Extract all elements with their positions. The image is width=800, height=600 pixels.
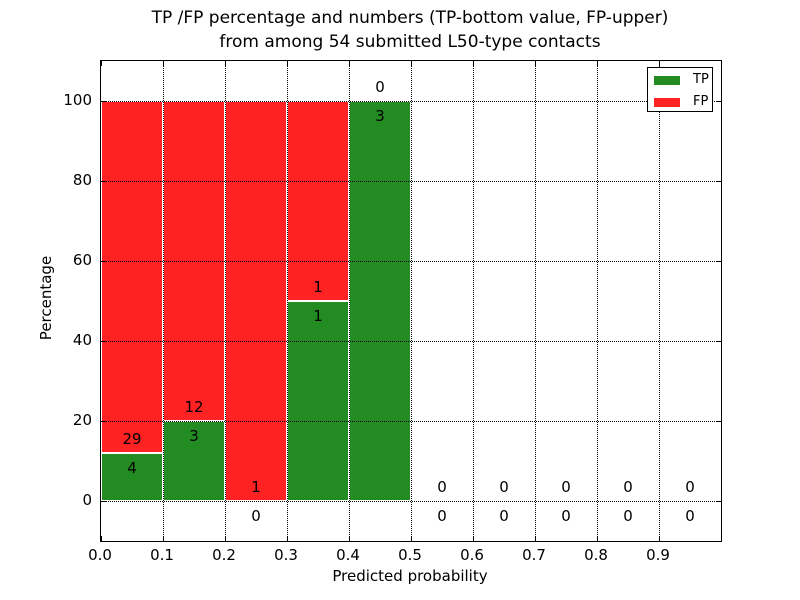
x-tick-0.9-top	[658, 61, 660, 66]
bar-tp-0.0-0.1	[101, 452, 163, 501]
x-tick-label-0.1: 0.1	[150, 546, 174, 564]
y-tick-label-60: 60	[72, 251, 92, 269]
gridline-x-0.6	[472, 61, 474, 541]
x-tick-label-0.4: 0.4	[336, 546, 360, 564]
fp-count-label-0.2-0.3: 1	[251, 478, 261, 496]
fp-count-label-0.6-0.7: 0	[499, 478, 509, 496]
gridline-x-0.8	[596, 61, 598, 541]
x-tick-0.9-bottom	[658, 536, 660, 541]
bar-count-labels-layer: 29 4 12 3 1 0 1 1 0 3 0 0 0 0 0 0 0 0 0 0	[101, 61, 721, 541]
gridline-x-0.3	[286, 61, 288, 541]
gridline-x-0.5	[410, 61, 412, 541]
bar-fp-0.3-0.4	[287, 101, 349, 301]
y-tick-80-right	[716, 180, 721, 182]
y-tick-label-40: 40	[72, 331, 92, 349]
tp-count-label-0.3-0.4: 1	[313, 307, 323, 325]
fp-legend-label: FP	[693, 94, 709, 109]
tp-count-label-0.4-0.5: 3	[375, 107, 385, 125]
y-tick-60-right	[716, 260, 721, 262]
y-tick-label-20: 20	[72, 411, 92, 429]
tp-count-label-0.1-0.2: 3	[189, 427, 199, 445]
x-tick-0.8-top	[596, 61, 598, 66]
gridline-x-0.1	[162, 61, 164, 541]
x-tick-0.0-bottom	[100, 536, 102, 541]
x-tick-0.4-top	[348, 61, 350, 66]
fp-count-label-0.7-0.8: 0	[561, 478, 571, 496]
x-tick-0.6-top	[472, 61, 474, 66]
chart-title-line1: TP /FP percentage and numbers (TP-bottom…	[151, 8, 669, 28]
x-axis-label: Predicted probability	[332, 567, 488, 585]
bar-fp-0.2-0.3	[225, 101, 287, 501]
fp-count-label-0.0-0.1: 29	[122, 429, 142, 448]
fp-count-label-0.8-0.9: 0	[623, 478, 633, 496]
x-tick-0.8-bottom	[596, 536, 598, 541]
gridline-x-0.9	[658, 61, 660, 541]
plot-area: 29 4 12 3 1 0 1 1 0 3 0 0 0 0 0 0 0 0 0 0 TP FP	[100, 60, 722, 542]
tp-count-label-0.9-1.0: 0	[685, 507, 695, 525]
y-tick-0-right	[716, 500, 721, 502]
tp-legend-swatch	[654, 75, 680, 85]
x-tick-0.2-top	[224, 61, 226, 66]
bar-tp-0.4-0.5	[349, 101, 411, 501]
x-tick-label-0.3: 0.3	[274, 546, 298, 564]
x-tick-label-0.5: 0.5	[398, 546, 422, 564]
x-tick-0.6-bottom	[472, 536, 474, 541]
y-tick-40-left	[101, 340, 106, 342]
x-tick-0.3-top	[286, 61, 288, 66]
tp-count-label-0.5-0.6: 0	[437, 507, 447, 525]
x-tick-label-0.9: 0.9	[646, 546, 670, 564]
y-tick-20-right	[716, 420, 721, 422]
y-tick-100-left	[101, 100, 106, 102]
x-tick-0.2-bottom	[224, 536, 226, 541]
y-tick-60-left	[101, 260, 106, 262]
x-tick-label-0.0: 0.0	[88, 546, 112, 564]
x-tick-label-0.7: 0.7	[522, 546, 546, 564]
y-tick-100-right	[716, 100, 721, 102]
y-tick-80-left	[101, 180, 106, 182]
legend-entry-tp: TP	[648, 70, 712, 90]
fp-count-label-0.9-1.0: 0	[685, 478, 695, 496]
x-tick-0.1-bottom	[162, 536, 164, 541]
fp-legend-swatch	[654, 97, 680, 107]
legend: TP FP	[647, 67, 713, 112]
x-tick-0.7-bottom	[534, 536, 536, 541]
y-tick-20-left	[101, 420, 106, 422]
x-tick-0.1-top	[162, 61, 164, 66]
x-tick-label-0.2: 0.2	[212, 546, 236, 564]
x-tick-0.0-top	[100, 61, 102, 66]
chart-title: TP /FP percentage and numbers (TP-bottom…	[110, 6, 710, 54]
x-tick-0.7-top	[534, 61, 536, 66]
grid-layer	[101, 61, 721, 541]
y-tick-label-100: 100	[63, 91, 92, 109]
gridline-x-0.7	[534, 61, 536, 541]
x-tick-0.5-bottom	[410, 536, 412, 541]
fp-count-label-0.3-0.4: 1	[313, 278, 323, 296]
x-tick-label-0.6: 0.6	[460, 546, 484, 564]
tickmarks-layer	[100, 61, 721, 541]
legend-entry-fp: FP	[648, 92, 712, 112]
tp-count-label-0.2-0.3: 0	[251, 507, 261, 525]
tp-legend-label: TP	[693, 72, 709, 87]
x-tick-label-0.8: 0.8	[584, 546, 608, 564]
tp-count-label-0.7-0.8: 0	[561, 507, 571, 525]
chart-title-line2: from among 54 submitted L50-type contact…	[219, 32, 601, 52]
bar-tp-0.3-0.4	[287, 301, 349, 501]
y-tick-0-left	[101, 500, 106, 502]
x-tick-0.3-bottom	[286, 536, 288, 541]
x-tick-0.5-top	[410, 61, 412, 66]
tp-count-label-0.0-0.1: 4	[127, 458, 137, 477]
fp-count-label-0.4-0.5: 0	[375, 78, 385, 96]
y-tick-label-0: 0	[82, 491, 92, 509]
x-tick-0.4-bottom	[348, 536, 350, 541]
fp-count-label-0.5-0.6: 0	[437, 478, 447, 496]
gridline-x-0.4	[348, 61, 350, 541]
y-tick-label-80: 80	[72, 171, 92, 189]
y-tick-40-right	[716, 340, 721, 342]
gridline-x-0.2	[224, 61, 226, 541]
fp-count-label-0.1-0.2: 12	[184, 398, 204, 416]
tp-count-label-0.6-0.7: 0	[499, 507, 509, 525]
bar-fp-0.0-0.1	[101, 101, 163, 453]
tp-count-label-0.8-0.9: 0	[623, 507, 633, 525]
